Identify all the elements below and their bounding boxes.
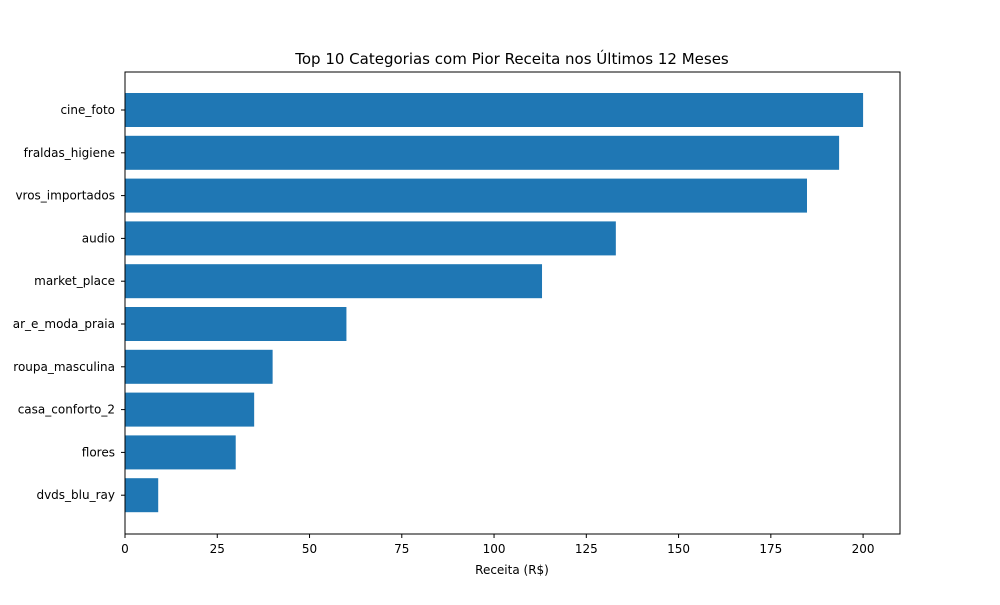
x-tick-label: 150 (667, 542, 690, 556)
bar-audio (125, 221, 616, 256)
y-tick-label: flores (82, 445, 115, 459)
y-tick-label: casa_conforto_2 (18, 403, 115, 417)
bar-fraldas-higiene (125, 135, 840, 170)
x-tick-label: 175 (759, 542, 782, 556)
chart-title: Top 10 Categorias com Pior Receita nos Ú… (294, 49, 729, 68)
x-tick-label: 0 (121, 542, 129, 556)
x-tick-label: 75 (394, 542, 409, 556)
x-axis-label: Receita (R$) (475, 563, 549, 577)
bar-flores (125, 435, 236, 470)
y-tick-label: roupa_masculina (13, 360, 115, 374)
bars-group (125, 93, 864, 513)
x-tick-label: 50 (302, 542, 317, 556)
y-tick-label: vros_importados (15, 189, 115, 203)
x-tick-label: 125 (575, 542, 598, 556)
y-tick-label: ar_e_moda_praia (13, 317, 115, 331)
y-tick-label: audio (82, 231, 115, 245)
bar-fashion-roupa-masculina (125, 349, 273, 384)
x-tick-label: 100 (483, 542, 506, 556)
bar-market-place (125, 264, 543, 299)
bar-dvds-blu-ray (125, 478, 159, 513)
y-tick-label: market_place (34, 274, 115, 288)
bar-fashion-roupa-e-moda-praia (125, 307, 347, 341)
bar-cine-foto (125, 93, 864, 127)
y-axis-ticks: cine_foto fraldas_higiene vros_importadosa… (13, 103, 125, 502)
bar-livros-importados (125, 178, 807, 213)
x-tick-label: 200 (852, 542, 875, 556)
bar-casa-conforto-2 (125, 392, 255, 427)
plot-frame (124, 71, 901, 535)
y-tick-label: dvds_blu_ray (36, 488, 115, 502)
x-axis-ticks: 0 25 50 75 100 125 150 175 200 (121, 534, 875, 556)
y-tick-label: fraldas_higiene (24, 146, 115, 160)
y-tick-label: cine_foto (60, 103, 115, 117)
x-tick-label: 25 (210, 542, 225, 556)
